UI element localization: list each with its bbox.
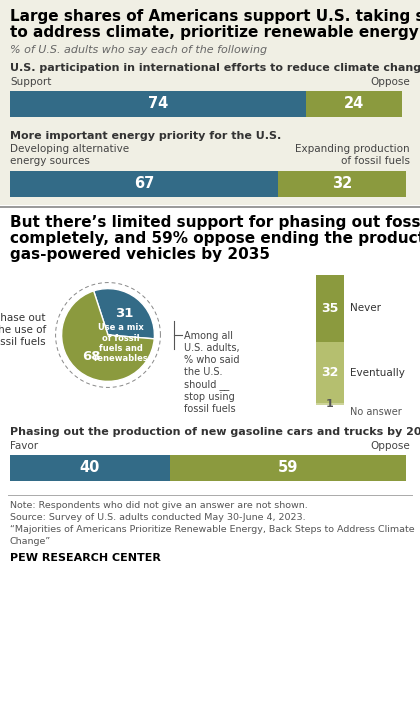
Text: Expanding production
of fossil fuels: Expanding production of fossil fuels [295, 144, 410, 166]
Text: Change”: Change” [10, 537, 51, 546]
Text: No answer: No answer [350, 407, 402, 417]
Text: 67: 67 [134, 177, 154, 191]
Text: 40: 40 [80, 460, 100, 475]
Text: 24: 24 [344, 97, 364, 111]
Text: But there’s limited support for phasing out fossil fuels: But there’s limited support for phasing … [10, 215, 420, 230]
Text: Among all
U.S. adults,
% who said
the U.S.
should __
stop using
fossil fuels: Among all U.S. adults, % who said the U.… [184, 331, 240, 414]
Bar [306, 91, 402, 117]
Text: 59: 59 [278, 460, 298, 475]
Text: 32: 32 [321, 366, 339, 379]
Text: Never: Never [350, 303, 381, 313]
Bar [10, 171, 278, 197]
Text: “Majorities of Americans Prioritize Renewable Energy, Back Steps to Address Clim: “Majorities of Americans Prioritize Rene… [10, 525, 415, 534]
Text: 1: 1 [326, 399, 334, 409]
Text: Use a mix
of fossil
fuels and
renewables: Use a mix of fossil fuels and renewables [94, 324, 148, 364]
Bar [10, 91, 306, 117]
Text: Eventually: Eventually [350, 368, 405, 377]
Text: to address climate, prioritize renewable energy: to address climate, prioritize renewable… [10, 25, 419, 40]
Bar [170, 455, 406, 481]
Text: 31: 31 [116, 308, 134, 321]
Bar [278, 171, 406, 197]
Text: Note: Respondents who did not give an answer are not shown.: Note: Respondents who did not give an an… [10, 501, 308, 510]
Bar [0, 0, 420, 205]
Text: completely, and 59% oppose ending the production of: completely, and 59% oppose ending the pr… [10, 231, 420, 246]
Text: 32: 32 [332, 177, 352, 191]
Text: More important energy priority for the U.S.: More important energy priority for the U… [10, 131, 281, 141]
Text: 35: 35 [321, 302, 339, 315]
Text: Oppose: Oppose [370, 441, 410, 451]
Text: Support: Support [10, 77, 51, 87]
Bar [316, 275, 344, 342]
Text: Source: Survey of U.S. adults conducted May 30-June 4, 2023.: Source: Survey of U.S. adults conducted … [10, 513, 306, 522]
Text: 68: 68 [82, 350, 100, 363]
Bar [10, 455, 170, 481]
Text: PEW RESEARCH CENTER: PEW RESEARCH CENTER [10, 553, 161, 563]
Text: U.S. participation in international efforts to reduce climate change: U.S. participation in international effo… [10, 63, 420, 73]
Text: gas-powered vehicles by 2035: gas-powered vehicles by 2035 [10, 247, 270, 262]
Text: Oppose: Oppose [370, 77, 410, 87]
Bar [316, 403, 344, 405]
Text: 74: 74 [148, 97, 168, 111]
Wedge shape [62, 291, 154, 382]
Text: % of U.S. adults who say each of the following: % of U.S. adults who say each of the fol… [10, 45, 267, 55]
Text: Phase out
the use of
fossil fuels: Phase out the use of fossil fuels [0, 313, 46, 347]
Text: Phasing out the production of new gasoline cars and trucks by 2035: Phasing out the production of new gasoli… [10, 427, 420, 437]
Text: Favor: Favor [10, 441, 38, 451]
Text: Large shares of Americans support U.S. taking steps: Large shares of Americans support U.S. t… [10, 9, 420, 24]
Wedge shape [94, 289, 155, 339]
Text: Developing alternative
energy sources: Developing alternative energy sources [10, 144, 129, 166]
Bar [316, 342, 344, 403]
